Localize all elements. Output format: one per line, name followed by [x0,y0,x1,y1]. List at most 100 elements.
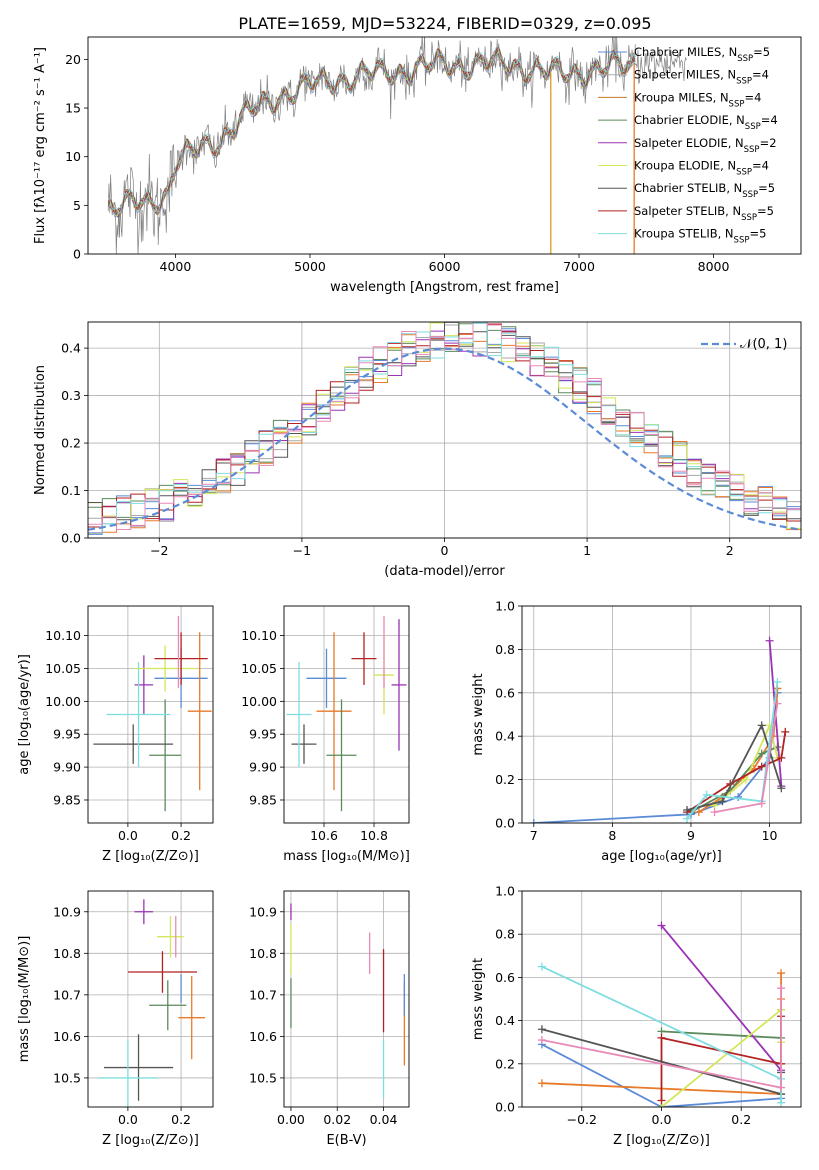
axes-frame [521,605,802,824]
mass-weight-marker [773,699,782,708]
x-tick-label: 0.0 [118,1112,138,1127]
x-axis-label: Z [log₁₀(Z/Z⊙)] [102,849,199,864]
y-tick-label: 0.0 [61,531,81,546]
y-tick-label: 10.10 [45,628,81,643]
y-axis-label: age [log₁₀(age/yr)] [17,654,32,775]
y-tick-label: 0.0 [495,816,515,831]
x-tick-label: 7 [530,828,538,843]
x-tick-label: −0.2 [567,1112,597,1127]
axes-frame [87,890,214,1108]
y-tick-label: 0.4 [495,729,515,744]
mass-weight-marker [757,799,766,808]
x-tick-label: 8000 [698,259,730,274]
x-tick-label: 0.0 [118,828,138,843]
plot-area-mass_vs_Z [98,899,206,1107]
x-tick-label: 0.00 [277,1112,305,1127]
mass-weight-marker [694,808,703,817]
mass-weight-marker [710,808,719,817]
y-tick-label: 10.9 [53,904,81,919]
panel-age_vs_mass: 10.6 10.8 9.85 9.90 9.95 10.00 10.05 10.10 mass … [241,605,410,864]
model-spectrum-line [107,49,636,216]
panel-spectrum: 4000 5000 6000 7000 8000 0 5 10 15 20 wavelength [… [33,36,802,295]
y-tick-label: 0.4 [495,1013,515,1028]
y-tick-label: 10.8 [53,946,81,961]
axes-frame [283,890,410,1108]
y-tick-label: 10 [65,149,81,164]
y-tick-label: 10.10 [241,628,277,643]
y-tick-label: 0.0 [495,1100,515,1115]
y-tick-label: 10.7 [249,987,277,1002]
legend-entry: Salpeter ELODIE, NSSP=2 [634,136,777,155]
plot-area-mass_vs_ebv [290,903,406,1099]
mass-weight-marker [657,1096,666,1105]
x-tick-label: 10.8 [360,828,388,843]
mass-weight-marker [773,677,782,686]
y-tick-label: 9.95 [53,727,81,742]
panel-mass_vs_ebv: 0.00 0.02 0.04 10.5 10.6 10.7 10.8 10.9 E(B-V) [249,890,410,1148]
plot-area-age_vs_mass [286,615,407,812]
mass-weight-marker [777,969,786,978]
x-tick-label: 0.02 [323,1112,351,1127]
axes-frame [283,605,410,824]
y-tick-label: 0.2 [495,772,515,787]
y-tick-label: 10.6 [53,1029,81,1044]
x-tick-label: 5000 [294,259,326,274]
y-axis-label: mass weight [471,673,486,755]
axes-mass_vs_Z: 0.0 0.2 10.5 10.6 10.7 10.8 10.9 Z [log₁₀(Z/Z⊙)… [17,890,214,1148]
mass-weight-marker [537,1025,546,1034]
mass-weight-marker [537,1079,546,1088]
y-axis-label: Flux [fλ10⁻¹⁷ erg cm⁻² s⁻¹ A⁻¹] [33,47,48,244]
panel-mass_weight_vs_Z: −0.2 0.0 0.2 0.0 0.2 0.4 0.6 0.8 1.0 Z [log₁₀(Z/Z… [471,884,802,1148]
x-tick-label: 10 [762,828,778,843]
y-tick-label: 10.05 [45,661,81,676]
x-tick-label: 0.0 [652,1112,672,1127]
observed-spectrum-tail [635,49,687,85]
y-tick-label: 1.0 [495,599,515,614]
x-tick-label: 10.6 [310,828,338,843]
y-tick-label: 5 [73,198,81,213]
legend-entry: Kroupa ELODIE, NSSP=4 [634,159,769,178]
x-tick-label: 0.2 [731,1112,751,1127]
mass-weight-marker [777,1098,786,1107]
legend-entry: 𝒩(0, 1) [740,337,787,352]
axes-age_vs_mass: 10.6 10.8 9.85 9.90 9.95 10.00 10.05 10.10 mass … [241,605,410,864]
legend-entry: Chabrier ELODIE, NSSP=4 [634,113,778,132]
x-tick-label: 2 [726,543,734,558]
y-tick-label: 9.90 [53,760,81,775]
plot-area-residuals [88,322,801,535]
mass-weight-marker [683,805,692,814]
mass-weight-marker [537,962,546,971]
y-tick-label: 10.8 [249,946,277,961]
x-tick-label: 6000 [429,259,461,274]
mass-weight-marker [777,984,786,993]
x-axis-label: wavelength [Angstrom, rest frame] [330,280,559,295]
x-tick-label: 0.2 [171,828,191,843]
mass-weight-marker [702,790,711,799]
mass-weight-series-line [686,723,783,811]
axes-mass_vs_ebv: 0.00 0.02 0.04 10.5 10.6 10.7 10.8 10.9 E(B-V) [249,890,410,1148]
legend-entry: Salpeter STELIB, NSSP=5 [634,204,774,223]
y-axis-label: Normed distribution [33,365,48,495]
panel-mass_weight_vs_age: 7 8 9 10 0.0 0.2 0.4 0.6 0.8 1.0 age [log₁₀(age/yr… [471,599,802,864]
mass-weight-marker [757,749,766,758]
panel-age_vs_Z: 0.0 0.2 9.85 9.90 9.95 10.00 10.05 10.10 Z [log₁… [17,605,214,864]
y-tick-label: 10.5 [249,1070,277,1085]
x-tick-label: 9 [687,828,695,843]
mass-weight-marker [757,721,766,730]
axes-mass_weight_vs_Z: −0.2 0.0 0.2 0.0 0.2 0.4 0.6 0.8 1.0 Z [log₁₀(Z/Z… [471,884,802,1148]
y-tick-label: 10.5 [53,1070,81,1085]
mass-weight-marker [757,762,766,771]
mass-weight-marker [741,775,750,784]
legend-entry: Kroupa STELIB, NSSP=5 [634,227,766,246]
mass-weight-marker [777,753,786,762]
mass-weight-marker [734,792,743,801]
y-tick-label: 9.95 [249,727,277,742]
x-axis-label: (data-model)/error [384,564,505,579]
mass-weight-marker [777,1083,786,1092]
plot-area-mass_weight_vs_age [529,636,790,823]
y-tick-label: 1.0 [495,884,515,899]
x-axis-label: Z [log₁₀(Z/Z⊙)] [102,1133,199,1148]
x-axis-label: mass [log₁₀(M/M⊙)] [283,849,410,864]
mass-weight-marker [777,784,786,793]
